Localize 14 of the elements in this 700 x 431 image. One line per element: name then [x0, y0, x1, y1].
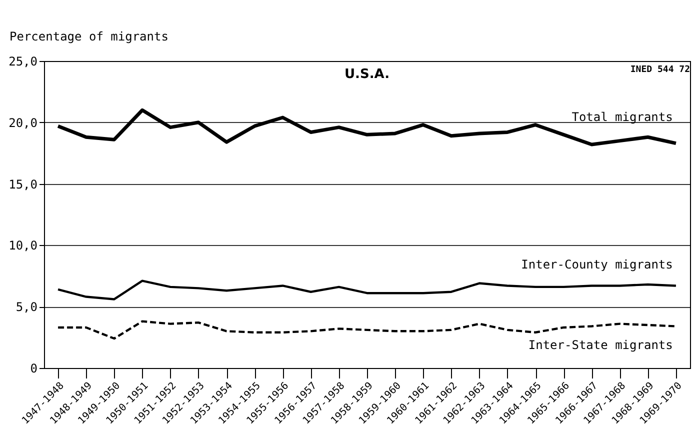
- series-label: Total migrants: [572, 110, 673, 124]
- y-tick-label: 15,0: [8, 177, 38, 192]
- y-tick-label: 0: [30, 362, 38, 376]
- text: U.S.A.: [344, 67, 390, 82]
- y-tick-label: 25,0: [8, 54, 38, 68]
- line-series: [56, 280, 678, 300]
- y-tick-label: 20,0: [8, 116, 38, 130]
- series-label: Inter-State migrants: [528, 338, 673, 352]
- annotation: INED 544 72: [630, 65, 690, 75]
- series-label: Inter-County migrants: [521, 257, 673, 272]
- y-tick-label: 10,0: [8, 238, 38, 253]
- y-axis-title: Percentage of migrants: [10, 30, 168, 44]
- y-tick-label: 5,0: [16, 300, 38, 314]
- line-series: [56, 320, 678, 340]
